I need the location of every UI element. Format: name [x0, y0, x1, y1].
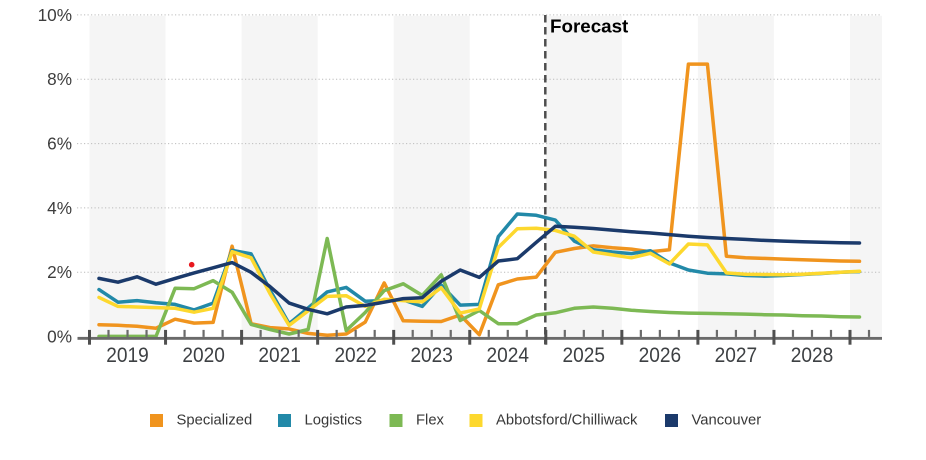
svg-text:Vancouver: Vancouver: [692, 413, 762, 429]
svg-text:2022: 2022: [334, 343, 377, 367]
svg-text:2%: 2%: [47, 262, 72, 282]
svg-text:2027: 2027: [715, 343, 758, 367]
svg-text:2020: 2020: [182, 343, 225, 367]
svg-text:6%: 6%: [47, 134, 72, 154]
svg-text:Abbotsford/Chilliwack: Abbotsford/Chilliwack: [496, 413, 638, 429]
svg-text:10%: 10%: [38, 5, 72, 25]
svg-text:2026: 2026: [639, 343, 682, 367]
svg-text:2023: 2023: [410, 343, 453, 367]
svg-text:2021: 2021: [258, 343, 301, 367]
svg-text:2024: 2024: [487, 343, 530, 367]
svg-text:4%: 4%: [47, 198, 72, 218]
svg-text:Specialized: Specialized: [177, 413, 253, 429]
svg-text:8%: 8%: [47, 69, 72, 89]
svg-text:2028: 2028: [791, 343, 834, 367]
svg-text:Flex: Flex: [416, 413, 445, 429]
svg-text:Forecast: Forecast: [550, 16, 629, 37]
svg-text:0%: 0%: [47, 327, 72, 347]
svg-text:Logistics: Logistics: [305, 413, 363, 429]
svg-text:2019: 2019: [106, 343, 149, 367]
svg-text:2025: 2025: [563, 343, 606, 367]
